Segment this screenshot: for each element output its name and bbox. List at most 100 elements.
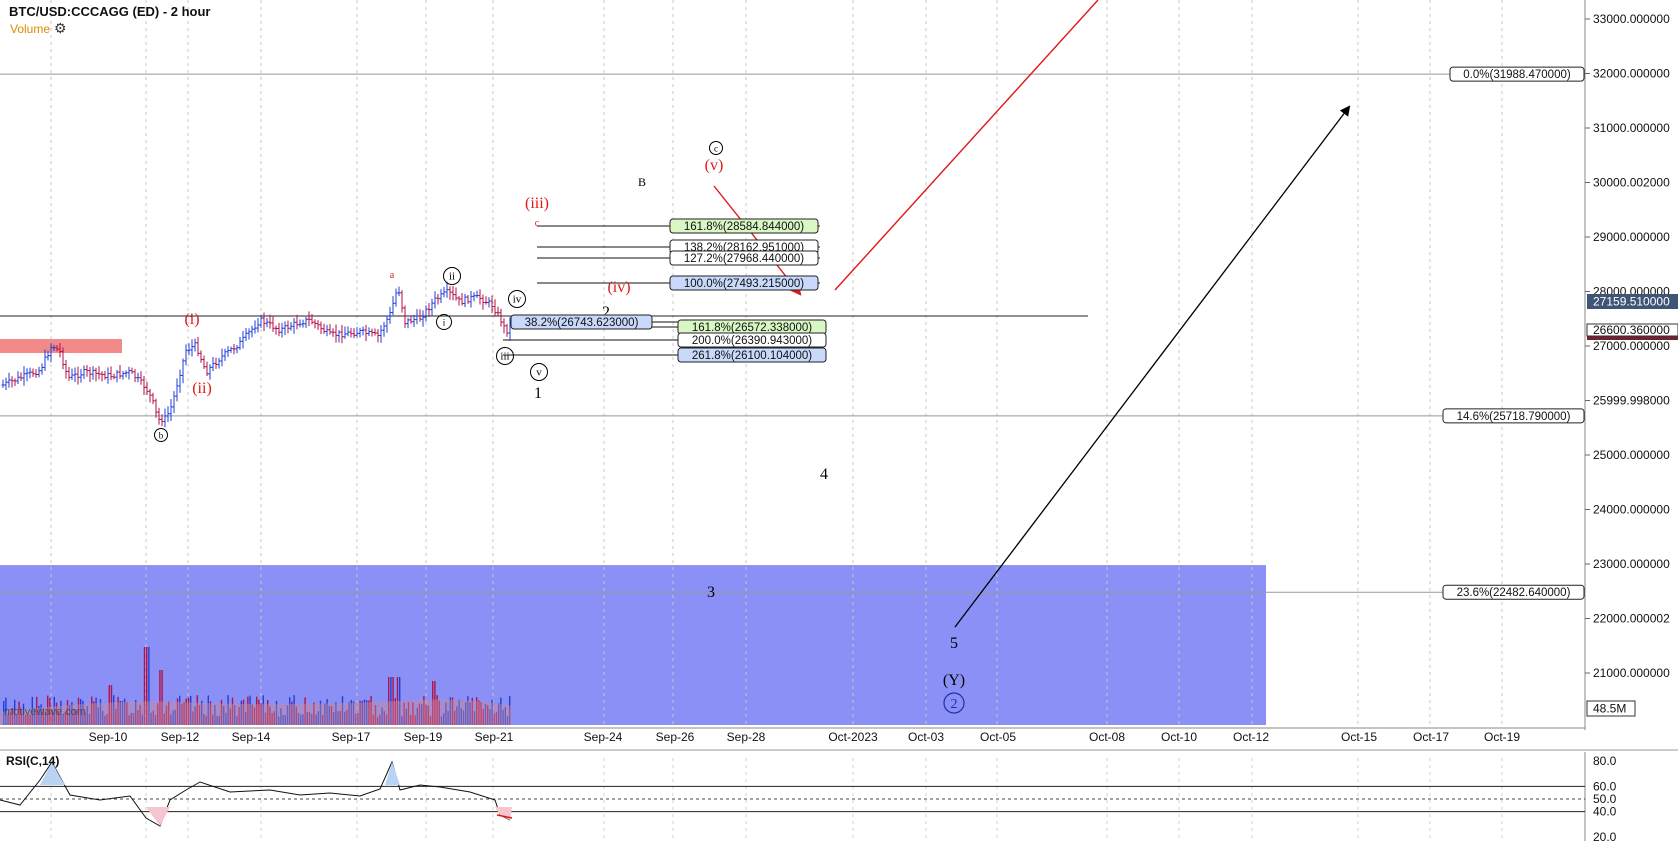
volume-bar	[106, 714, 108, 725]
volume-bar	[396, 677, 399, 725]
volume-bar	[324, 703, 326, 725]
volume-bar	[350, 700, 352, 725]
time-tick-label: Sep-19	[404, 730, 443, 744]
volume-bar	[77, 697, 80, 725]
volume-bar	[427, 705, 429, 725]
volume-bar	[495, 711, 498, 725]
volume-bar	[407, 702, 410, 725]
wave-label-1: 1	[534, 385, 542, 402]
retracement-label: 14.6%(25718.790000)	[1457, 411, 1571, 423]
volume-bar	[315, 714, 317, 725]
volume-bar	[412, 702, 414, 725]
volume-bar	[104, 715, 106, 725]
volume-bar	[117, 696, 119, 725]
volume-bar	[262, 695, 264, 725]
volume-bar	[418, 703, 421, 725]
volume-bar	[438, 700, 440, 725]
volume-bar	[401, 715, 403, 725]
volume-indicator-label[interactable]: Volume	[10, 22, 51, 36]
volume-bar	[62, 714, 64, 725]
time-tick-label: Oct-03	[908, 730, 944, 744]
volume-bar	[359, 700, 361, 725]
time-tick-label: Oct-10	[1161, 730, 1197, 744]
volume-bar	[130, 712, 132, 725]
rsi-tick-label: 20.0	[1593, 830, 1617, 841]
volume-bar	[449, 697, 451, 725]
volume-bar	[192, 711, 194, 725]
volume-bar	[181, 703, 183, 725]
wave-label-iv-red: (iv)	[607, 279, 630, 296]
volume-bar	[170, 714, 172, 725]
volume-bar	[357, 713, 359, 725]
volume-bar	[154, 715, 157, 725]
retracement-label: 23.6%(22482.640000)	[1457, 587, 1571, 599]
volume-bar	[198, 705, 201, 725]
time-tick-label: Sep-10	[89, 730, 128, 744]
volume-bar	[308, 711, 311, 725]
wave-label-i-circled: i	[443, 318, 446, 328]
wave-label-iii-circled-circle	[496, 347, 514, 365]
price-tick-label: 25000.000000	[1593, 448, 1670, 462]
volume-bar	[9, 711, 11, 725]
volume-bar	[383, 711, 385, 725]
wave-label-5: 5	[950, 635, 958, 652]
volume-bar	[69, 704, 71, 725]
volume-bar	[33, 708, 36, 725]
volume-bar	[405, 708, 407, 725]
time-tick-label: Oct-17	[1413, 730, 1449, 744]
volume-bar	[135, 700, 137, 725]
volume-bar	[227, 695, 229, 725]
volume-bar	[49, 697, 51, 725]
volume-bar	[355, 713, 357, 725]
volume-bar	[91, 696, 93, 725]
volume-bar	[447, 711, 449, 725]
volume-bar	[44, 712, 47, 725]
extension-label-3: 100.0%(27493.215000)	[684, 278, 804, 290]
extension-label-4: 38.2%(26743.623000)	[525, 317, 639, 329]
volume-bar	[330, 706, 333, 725]
volume-bar	[205, 715, 207, 725]
gear-icon[interactable]: ⚙	[54, 20, 67, 36]
wave-label-c-circled: c	[714, 144, 718, 154]
volume-bar	[161, 670, 163, 725]
volume-bar	[392, 677, 394, 725]
volume-bar	[36, 696, 38, 725]
volume-bar	[108, 685, 110, 725]
watermark: motivewave.com	[4, 706, 86, 718]
volume-bar	[139, 704, 141, 725]
time-tick-label: Oct-19	[1484, 730, 1520, 744]
retracement-label-box	[1449, 66, 1585, 82]
volume-bar	[47, 695, 49, 725]
volume-bar	[97, 707, 99, 725]
volume-bar	[390, 677, 392, 725]
volume-bar	[264, 712, 267, 725]
volume-bar	[176, 698, 179, 725]
price-tick-label: 25999.998000	[1593, 394, 1670, 408]
volume-bar	[234, 705, 236, 725]
extension-label-3-box	[669, 275, 819, 291]
volume-bar	[73, 709, 75, 725]
volume-bar	[304, 697, 306, 725]
volume-bar	[282, 714, 284, 725]
volume-bar	[489, 709, 491, 725]
volume-bar	[223, 705, 225, 725]
volume-bars	[0, 647, 512, 725]
extension-label-7: 261.8%(26100.104000)	[692, 350, 812, 362]
volume-bar	[403, 702, 405, 725]
wave-label-ii-circled-circle	[443, 267, 461, 285]
time-tick-label: Sep-12	[161, 730, 200, 744]
volume-bar	[7, 714, 9, 725]
volume-bar	[128, 715, 130, 725]
wave-label-i-circled-circle	[436, 314, 452, 330]
volume-bar	[273, 711, 275, 725]
volume-bar	[216, 715, 218, 725]
volume-bar	[126, 702, 128, 725]
wave-label-b-circled-circle	[154, 428, 168, 442]
volume-bar	[509, 695, 511, 725]
rsi-panel: 80.0 60.050.040.0 20.0	[0, 752, 1617, 841]
price-tick-label: 21000.000000	[1593, 666, 1670, 680]
volume-bar	[295, 706, 297, 725]
volume-max-badge: 48.5M	[1593, 702, 1626, 716]
volume-bar	[346, 709, 348, 725]
